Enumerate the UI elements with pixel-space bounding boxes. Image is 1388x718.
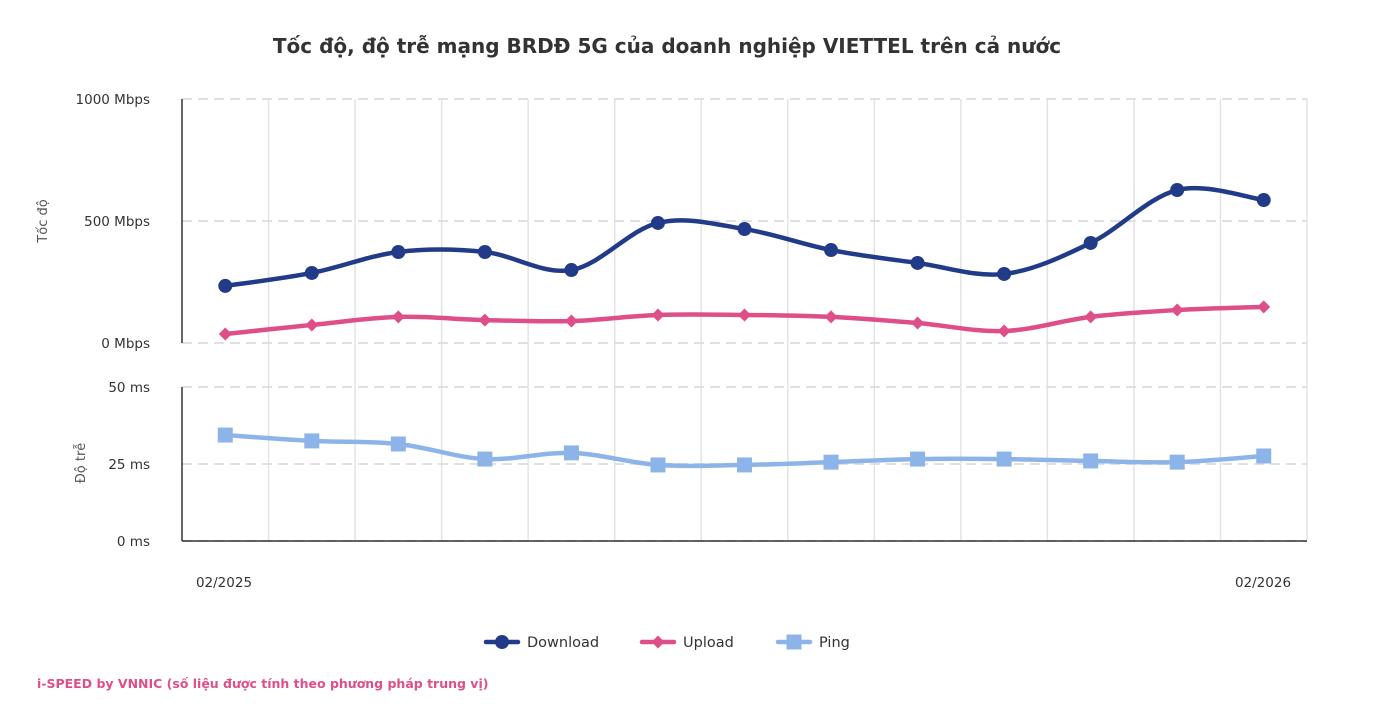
upload-point bbox=[1170, 303, 1184, 317]
y-tick-label: 0 ms bbox=[117, 534, 150, 550]
ping-point bbox=[217, 427, 233, 443]
legend-marker bbox=[651, 635, 665, 649]
y-tick-label: 50 ms bbox=[108, 380, 150, 396]
legend: Download Upload Ping bbox=[483, 634, 850, 652]
y-tick-label: 25 ms bbox=[108, 457, 150, 473]
ping-point bbox=[910, 451, 926, 467]
series-upload bbox=[218, 300, 1271, 341]
download-point bbox=[910, 255, 925, 270]
legend-marker bbox=[495, 635, 509, 649]
download-point bbox=[564, 263, 579, 278]
legend-item-upload[interactable]: Upload bbox=[639, 635, 734, 651]
ping-point bbox=[996, 451, 1012, 467]
ping-point bbox=[737, 457, 752, 473]
upload-point bbox=[478, 313, 492, 327]
ping-point bbox=[563, 445, 579, 461]
legend-label: Upload bbox=[683, 635, 734, 651]
legend-item-download[interactable]: Download bbox=[483, 635, 599, 651]
upload-point bbox=[218, 327, 232, 341]
upload-point bbox=[564, 314, 578, 328]
ping-point bbox=[650, 457, 666, 473]
series-download bbox=[218, 183, 1271, 293]
download-line bbox=[223, 185, 1266, 289]
upload-point bbox=[738, 308, 751, 322]
source-note: i-SPEED by VNNIC (số liệu được tính theo… bbox=[37, 676, 488, 691]
upload-point bbox=[305, 318, 319, 332]
y-tick-label: 0 Mbps bbox=[101, 336, 150, 352]
chart-title: Tốc độ, độ trễ mạng BRDĐ 5G của doanh ng… bbox=[273, 34, 1061, 58]
download-point bbox=[1256, 193, 1271, 208]
upload-point bbox=[997, 324, 1011, 338]
download-point bbox=[304, 265, 319, 280]
axes: 0 Mbps 500 Mbps 1000 Mbps 0 ms 25 ms 50 ms bbox=[76, 92, 1307, 550]
download-point bbox=[218, 278, 233, 293]
download-point bbox=[824, 243, 839, 258]
upload-point bbox=[1084, 310, 1098, 324]
legend-label: Ping bbox=[819, 635, 850, 651]
download-point bbox=[997, 266, 1012, 281]
download-point bbox=[1083, 235, 1098, 250]
ping-point bbox=[1256, 448, 1272, 464]
y-axis-title-latency: Độ trễ bbox=[74, 443, 89, 484]
ping-point bbox=[477, 451, 493, 467]
download-point bbox=[391, 244, 406, 259]
ping-point bbox=[1169, 454, 1185, 470]
legend-label: Download bbox=[527, 635, 599, 651]
ping-point bbox=[823, 454, 839, 470]
x-tick-label: 02/2025 bbox=[196, 575, 252, 591]
legend-item-ping[interactable]: Ping bbox=[775, 634, 850, 652]
download-point bbox=[650, 215, 665, 230]
upload-point bbox=[911, 316, 925, 330]
download-point bbox=[1170, 183, 1185, 198]
upload-point bbox=[824, 310, 838, 324]
y-tick-label: 500 Mbps bbox=[84, 214, 150, 230]
y-axis-title-speed: Tốc độ bbox=[36, 199, 51, 243]
download-point bbox=[477, 244, 492, 259]
grid bbox=[182, 98, 1308, 542]
series-group bbox=[217, 183, 1272, 473]
legend-marker bbox=[786, 634, 802, 650]
series-ping bbox=[217, 427, 1272, 473]
download-point bbox=[737, 222, 752, 237]
x-tick-label: 02/2026 bbox=[1235, 575, 1291, 591]
upload-point bbox=[651, 308, 665, 322]
ping-point bbox=[304, 433, 320, 449]
upload-point bbox=[1257, 300, 1271, 314]
y-tick-label: 1000 Mbps bbox=[76, 92, 150, 108]
upload-point bbox=[391, 310, 405, 324]
ping-point bbox=[390, 436, 406, 452]
ping-point bbox=[1083, 453, 1099, 469]
